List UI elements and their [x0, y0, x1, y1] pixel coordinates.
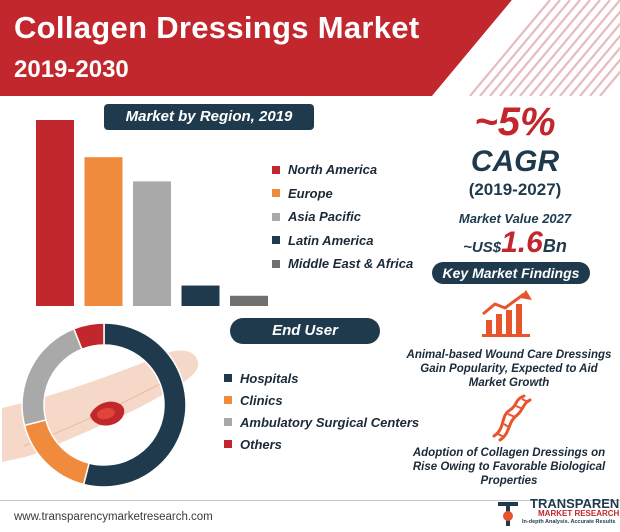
legend-label: Ambulatory Surgical Centers — [240, 414, 420, 430]
legend-label: Clinics — [240, 392, 283, 408]
logo-name: TRANSPARENCY — [530, 496, 620, 511]
legend-item-clinics: Clinics — [224, 389, 419, 411]
page-subtitle: 2019-2030 — [14, 56, 129, 83]
logo-subtitle: MARKET RESEARCH — [538, 509, 620, 518]
page-title: Collagen Dressings Market — [14, 10, 420, 45]
key-findings-label: Key Market Findings — [432, 262, 590, 284]
cagr-period: (2019-2027) — [468, 180, 562, 199]
donut-slice-others — [72, 322, 105, 351]
end-user-section-label: End User — [230, 318, 380, 344]
header-banner — [0, 0, 620, 96]
finding-text-1: Animal-based Wound Care Dressings Gain P… — [406, 349, 612, 389]
legend-label: North America — [288, 162, 378, 178]
legend-label: Middle East & Africa — [288, 256, 414, 272]
bar-europe — [84, 157, 123, 306]
legend-item-hospitals: Hospitals — [224, 367, 419, 389]
bar-asia-pacific — [133, 181, 171, 306]
donut-slice-hospitals — [82, 322, 187, 488]
market-value: ~US$1.6Bn — [430, 226, 600, 260]
legend-item-europe: Europe — [272, 182, 413, 206]
legend-swatch — [272, 236, 280, 245]
footer-url[interactable]: www.transparencymarketresearch.com — [14, 511, 213, 523]
company-logo-icon — [498, 502, 518, 526]
legend-swatch — [224, 418, 232, 426]
legend-swatch — [224, 374, 232, 382]
finding-text-2: Adoption of Collagen Dressings on Rise O… — [412, 447, 606, 487]
bar-latin-america — [181, 285, 220, 306]
cagr-label: CAGR — [470, 145, 560, 178]
dna-icon — [492, 394, 532, 442]
market-value-label: Market Value 2027 — [458, 211, 572, 226]
bar-north-america — [36, 120, 74, 306]
legend-swatch — [272, 189, 280, 198]
market-value-prefix: ~US$ — [463, 239, 502, 256]
footer-divider — [0, 500, 620, 501]
donut-slice-clinics — [23, 419, 90, 486]
legend-label: Latin America — [288, 232, 374, 248]
market-value-number: 1.6 — [501, 226, 543, 259]
legend-label: Europe — [288, 185, 333, 201]
legend-item-ambulatory-surgical-centers: Ambulatory Surgical Centers — [224, 411, 419, 433]
legend-label: Hospitals — [240, 370, 299, 386]
region-legend: North America Europe Asia Pacific Latin … — [272, 158, 413, 276]
donut-slice-ambulatory-surgical-centers — [21, 327, 83, 427]
legend-label: Asia Pacific — [288, 209, 361, 225]
bar-middle-east-africa — [230, 295, 268, 306]
legend-swatch — [224, 396, 232, 404]
legend-swatch — [272, 259, 280, 268]
bar-growth-icon — [482, 290, 532, 337]
market-value-unit: Bn — [542, 236, 567, 256]
legend-item-others: Others — [224, 433, 419, 455]
wound-mark — [90, 401, 125, 426]
legend-label: Others — [240, 436, 282, 452]
logo-tagline: In-depth Analysis. Accurate Results — [522, 519, 616, 525]
legend-swatch — [224, 440, 232, 448]
region-section-label: Market by Region, 2019 — [104, 104, 314, 130]
legend-item-middle-east-africa: Middle East & Africa — [272, 252, 413, 276]
end-user-legend: Hospitals Clinics Ambulatory Surgical Ce… — [224, 367, 419, 455]
legend-item-latin-america: Latin America — [272, 229, 413, 253]
cagr-value: ~5% — [474, 100, 556, 144]
legend-item-asia-pacific: Asia Pacific — [272, 205, 413, 229]
legend-item-north-america: North America — [272, 158, 413, 182]
legend-swatch — [272, 165, 280, 174]
legend-swatch — [272, 212, 280, 221]
